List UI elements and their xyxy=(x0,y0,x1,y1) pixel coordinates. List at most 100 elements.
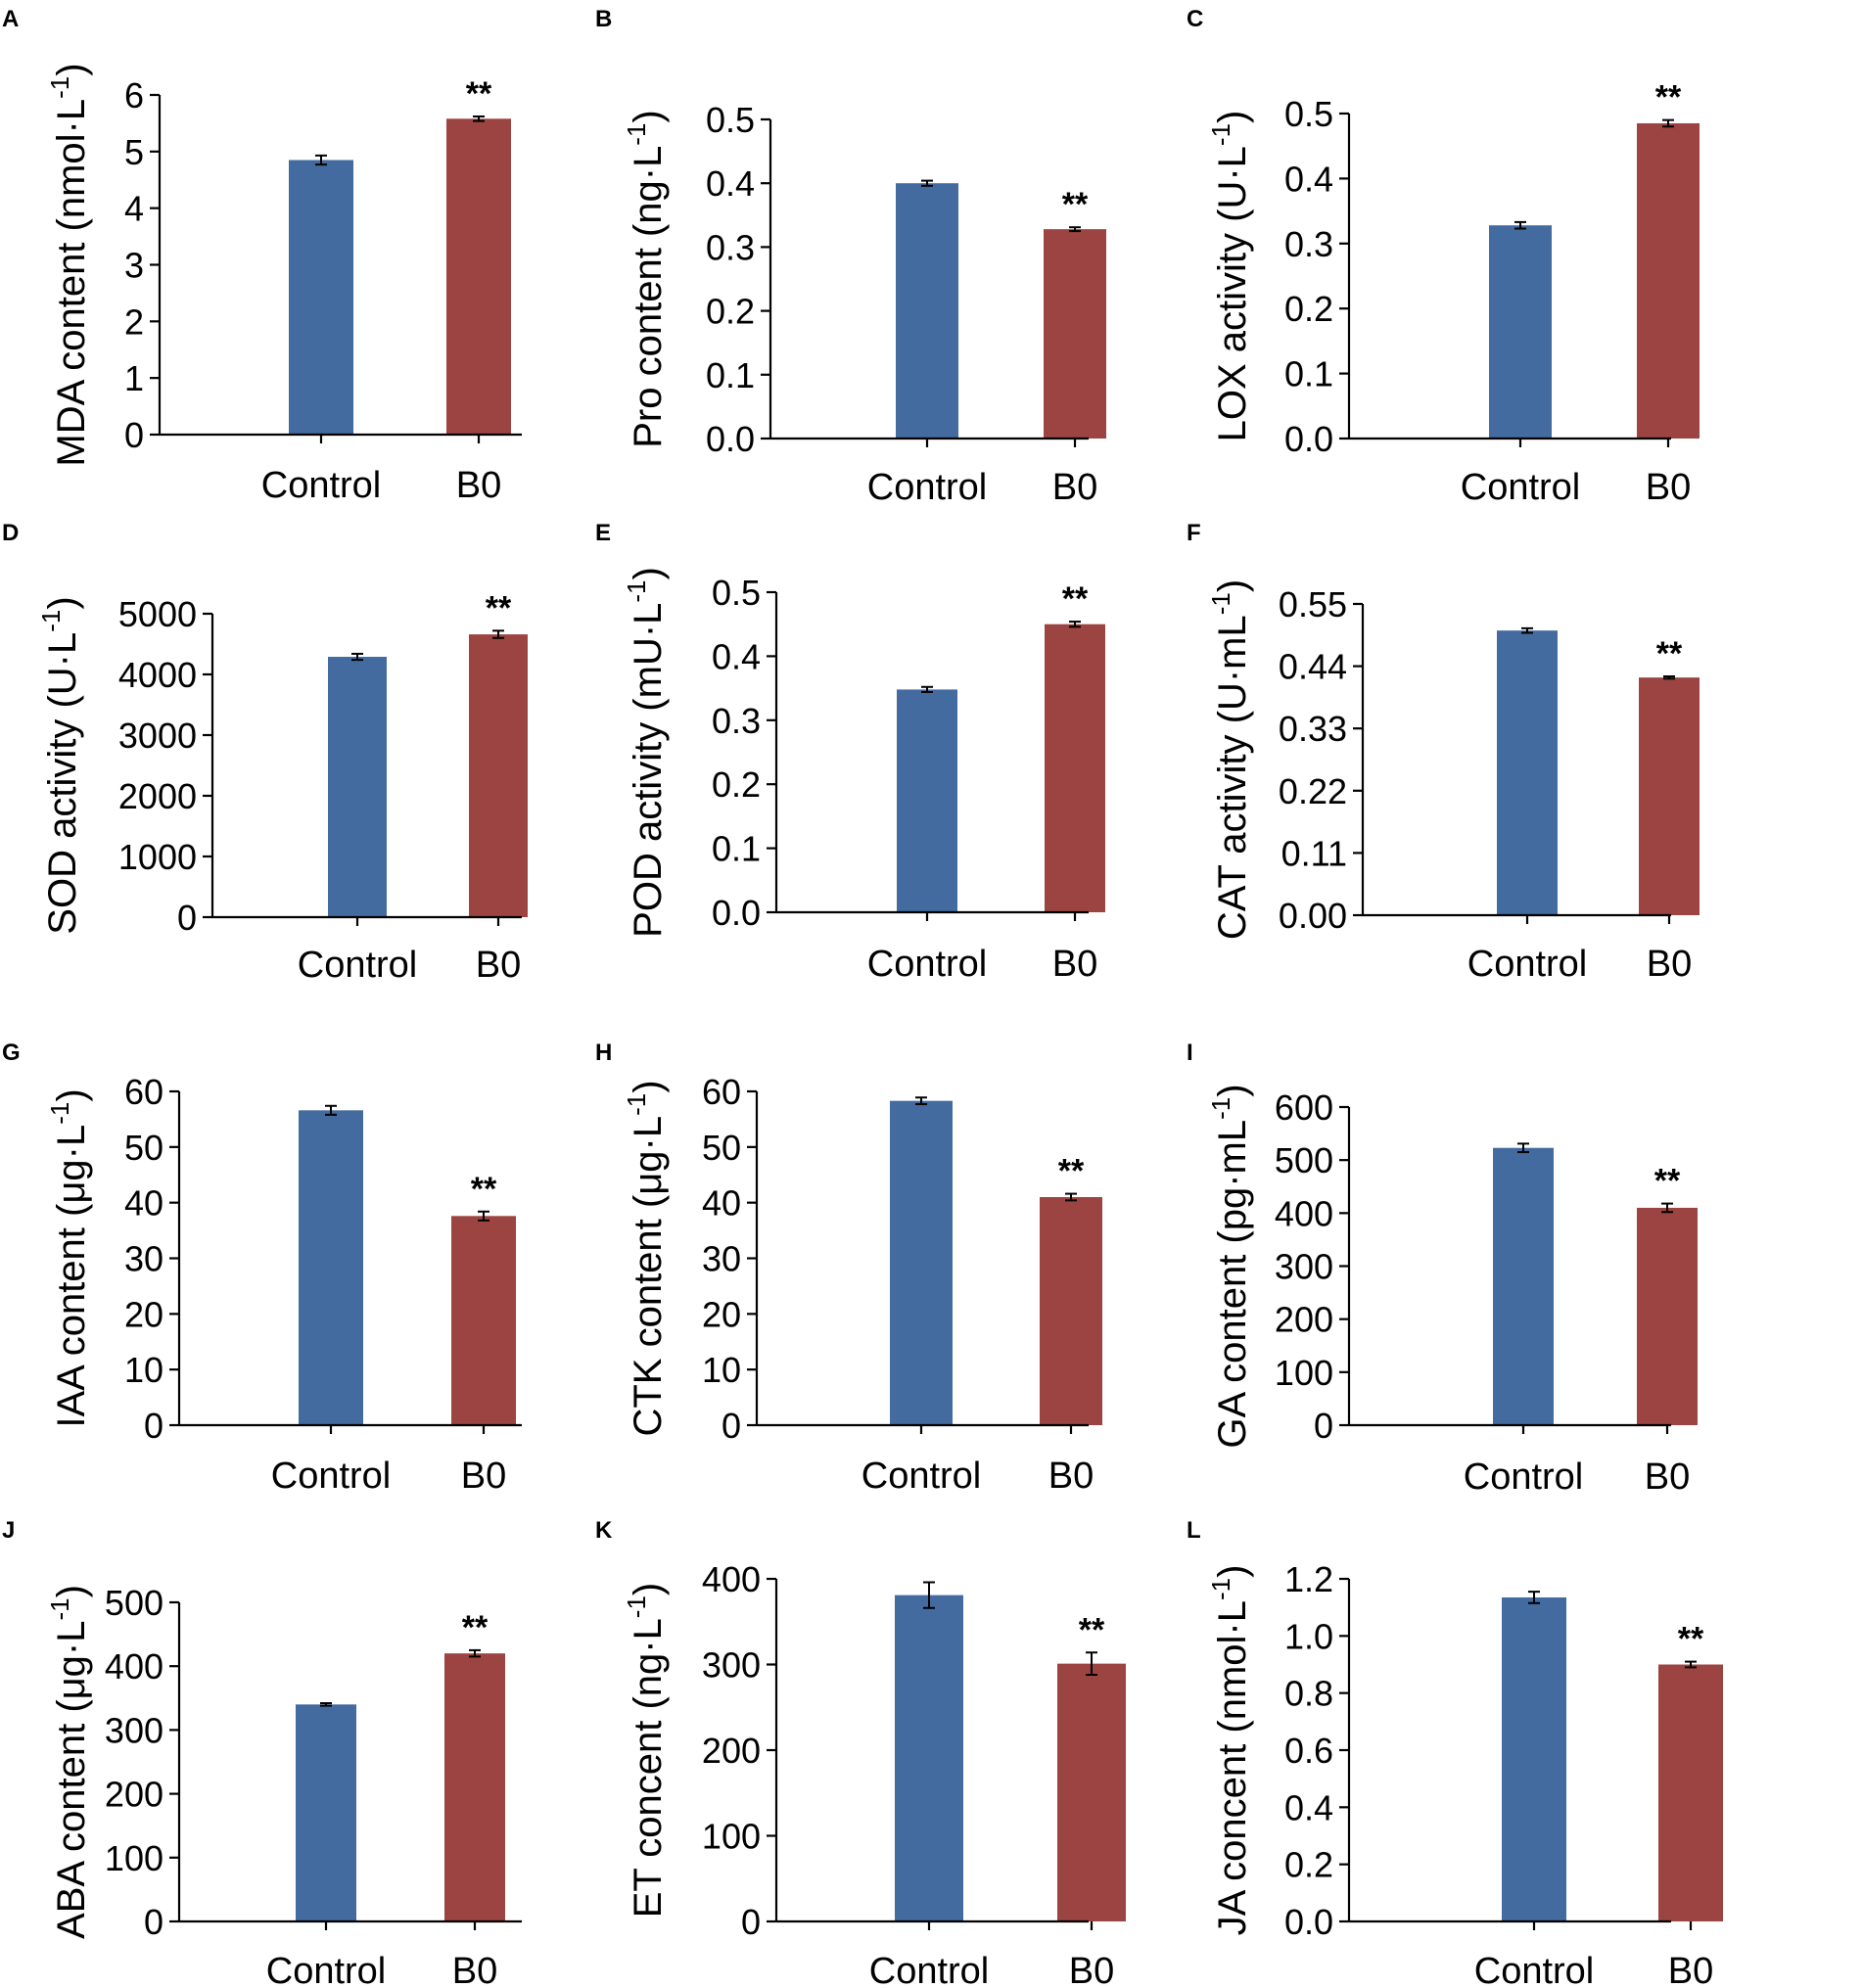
bar-control xyxy=(1489,225,1552,439)
x-tick-label: Control xyxy=(298,945,418,986)
error-bar xyxy=(921,179,933,187)
y-tick-label: 0 xyxy=(177,898,197,938)
y-tick-label: 0.8 xyxy=(1284,1674,1333,1714)
x-tick-label: B0 xyxy=(1645,1456,1690,1498)
y-tick-label: 5000 xyxy=(118,594,197,634)
y-axis-title: GA content (pg·mL-1) xyxy=(1206,1084,1254,1448)
y-tick-label: 0.00 xyxy=(1279,896,1347,936)
y-tick-label: 2 xyxy=(124,301,144,342)
y-tick-label: 600 xyxy=(1275,1087,1333,1128)
error-bar xyxy=(325,1104,337,1116)
y-tick-label: 2000 xyxy=(118,776,197,816)
y-tick-label: 0 xyxy=(144,1902,163,1942)
x-tick-label: B0 xyxy=(1647,944,1692,985)
panel-letter: C xyxy=(1187,6,1203,32)
panel-letter: K xyxy=(595,1517,613,1544)
y-tick-label: 5 xyxy=(124,132,144,172)
y-tick-label: 0.0 xyxy=(712,893,761,933)
panel-letter: B xyxy=(595,6,612,32)
bar-b0 xyxy=(1040,1196,1102,1425)
bar-control xyxy=(896,183,958,439)
panel-g: G Control ** B0 0 10 20 30 40 50 60 IAA content (μg… xyxy=(2,1040,522,1497)
panel-k: K Control ** B0 0 100 200 300 400 ET concent (ng·… xyxy=(595,1517,1126,1988)
y-tick-label: 30 xyxy=(124,1239,163,1279)
y-tick-label: 0 xyxy=(741,1902,761,1942)
bar-control xyxy=(289,160,353,435)
panel-letter: E xyxy=(595,520,611,546)
x-tick-label: Control xyxy=(1461,467,1581,508)
bar-b0 xyxy=(444,1653,505,1921)
bar-control xyxy=(296,1704,356,1921)
significance-marker: ** xyxy=(1062,186,1089,223)
y-tick-label: 0.2 xyxy=(706,292,755,332)
y-tick-label: 30 xyxy=(702,1239,741,1279)
error-bar xyxy=(1528,1591,1540,1604)
y-tick-label: 0.1 xyxy=(712,829,761,869)
error-bar xyxy=(1661,1202,1673,1214)
significance-marker: ** xyxy=(471,1171,497,1208)
y-tick-label: 100 xyxy=(105,1838,163,1878)
x-tick-label: Control xyxy=(869,1951,990,1988)
y-tick-label: 300 xyxy=(105,1710,163,1750)
significance-marker: ** xyxy=(466,75,492,113)
y-axis-title: LOX activity (U·L-1) xyxy=(1206,111,1254,442)
bar-control xyxy=(1502,1596,1566,1921)
y-tick-label: 1.2 xyxy=(1284,1559,1333,1599)
panel-letter: A xyxy=(2,6,19,32)
panel-i: I Control ** B0 0 100 200 300 400 500 600 GA conten… xyxy=(1187,1040,1698,1498)
significance-marker: ** xyxy=(1079,1611,1105,1648)
bar-b0 xyxy=(446,118,511,435)
x-tick-label: Control xyxy=(867,467,988,508)
y-axis-title: CTK content (μg·L-1) xyxy=(622,1080,670,1436)
bar-control xyxy=(890,1100,953,1425)
x-tick-label: Control xyxy=(271,1456,392,1497)
y-tick-label: 3000 xyxy=(118,716,197,756)
y-tick-label: 20 xyxy=(702,1294,741,1334)
significance-marker: ** xyxy=(1656,635,1683,672)
y-tick-label: 1 xyxy=(124,358,144,398)
panel-l: L Control ** B0 0.0 0.2 0.4 0.6 0.8 1.0 1.2 JA conc… xyxy=(1187,1517,1723,1988)
panel-letter: L xyxy=(1187,1517,1201,1544)
y-tick-label: 0.6 xyxy=(1284,1731,1333,1771)
panel-letter: D xyxy=(2,520,19,546)
bar-control xyxy=(897,689,957,912)
x-tick-label: B0 xyxy=(1052,944,1097,985)
error-bar xyxy=(921,685,933,694)
y-tick-label: 400 xyxy=(105,1646,163,1687)
y-tick-label: 0.5 xyxy=(706,100,755,140)
y-tick-label: 50 xyxy=(702,1128,741,1168)
panel-b: B Control ** B0 0.0 0.1 0.2 0.3 0.4 0.5 Pro conten… xyxy=(595,6,1106,508)
significance-marker: ** xyxy=(1654,1163,1681,1200)
y-tick-label: 0.1 xyxy=(1284,354,1333,394)
x-tick-label: Control xyxy=(862,1456,982,1497)
panel-c: C Control ** B0 0.0 0.1 0.2 0.3 0.4 0.5 LOX activi… xyxy=(1187,6,1700,508)
x-tick-label: B0 xyxy=(1048,1456,1094,1497)
y-axis-title: ET concent (ng·L-1) xyxy=(622,1583,670,1919)
y-axis-title: SOD activity (U·L-1) xyxy=(36,596,84,934)
panel-f: F Control ** B0 0.00 0.11 0.22 0.33 0.44 0.55 CAT … xyxy=(1187,520,1700,985)
x-tick-label: B0 xyxy=(1668,1951,1713,1988)
significance-marker: ** xyxy=(1655,79,1682,116)
y-tick-label: 3 xyxy=(124,246,144,286)
y-axis-title: ABA content (μg·L-1) xyxy=(45,1585,93,1939)
error-bar xyxy=(1517,1142,1529,1154)
panel-letter: I xyxy=(1187,1040,1193,1066)
y-tick-label: 0.33 xyxy=(1279,709,1347,749)
bar-b0 xyxy=(1658,1664,1723,1921)
y-tick-label: 10 xyxy=(702,1350,741,1390)
error-bar xyxy=(1065,1192,1077,1202)
x-tick-label: B0 xyxy=(1069,1951,1114,1988)
bar-b0 xyxy=(1044,229,1106,439)
y-tick-label: 0.3 xyxy=(706,227,755,267)
y-axis-title: POD activity (mU·L-1) xyxy=(622,567,670,938)
bar-b0 xyxy=(1637,122,1700,439)
y-tick-label: 100 xyxy=(1275,1353,1333,1393)
panel-letter: G xyxy=(2,1040,21,1066)
y-tick-label: 0.4 xyxy=(1284,1787,1333,1827)
error-bar xyxy=(923,1581,935,1609)
x-tick-label: Control xyxy=(266,1951,387,1988)
y-tick-label: 0.2 xyxy=(712,764,761,805)
error-bar xyxy=(478,1210,489,1222)
bar-b0 xyxy=(469,634,528,917)
